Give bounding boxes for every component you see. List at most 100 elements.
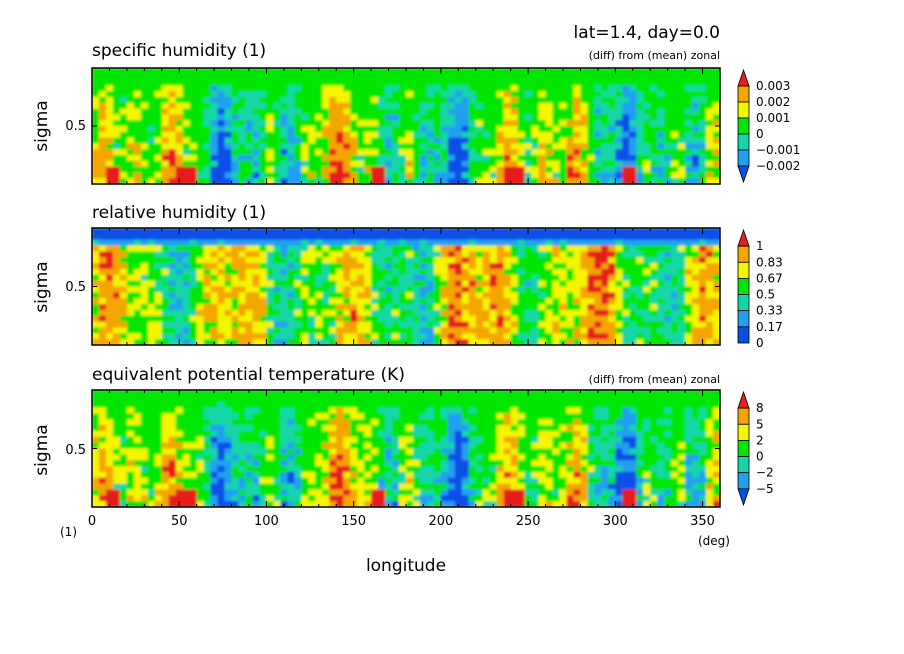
heatmap-cell: [357, 407, 365, 414]
heatmap-cell: [378, 263, 386, 270]
heatmap-cell: [210, 436, 219, 444]
heatmap-cell: [426, 407, 435, 414]
heatmap-cell: [685, 172, 693, 179]
heatmap-cell: [154, 430, 163, 438]
heatmap-cell: [601, 102, 609, 110]
heatmap-cell: [273, 114, 281, 121]
heatmap-cell: [357, 339, 365, 345]
heatmap-cell: [182, 102, 191, 110]
heatmap-cell: [126, 228, 135, 235]
heatmap-cell: [189, 68, 198, 75]
heatmap-cell: [378, 131, 386, 139]
heatmap-cell: [489, 126, 498, 133]
heatmap-cell: [440, 251, 449, 258]
heatmap-cell: [573, 286, 582, 293]
heatmap-cell: [385, 73, 393, 81]
heatmap-cell: [371, 477, 379, 485]
heatmap-cell: [475, 483, 484, 491]
heatmap-cell: [692, 149, 700, 156]
heatmap-cell: [119, 413, 128, 420]
heatmap-cell: [664, 233, 672, 241]
heatmap-cell: [559, 68, 568, 75]
heatmap-cell: [399, 425, 407, 432]
heatmap-cell: [517, 97, 526, 104]
y-tick-label: 0.5: [65, 280, 86, 295]
heatmap-cell: [336, 407, 344, 414]
heatmap-cell: [378, 436, 386, 444]
heatmap-cell: [133, 390, 142, 397]
heatmap-cell: [273, 245, 281, 252]
heatmap-cell: [378, 268, 386, 276]
heatmap-cell: [273, 309, 281, 317]
heatmap-cell: [385, 155, 393, 162]
heatmap-cell: [98, 309, 107, 317]
heatmap-cell: [140, 442, 149, 450]
heatmap-cell: [259, 339, 268, 345]
heatmap-cell: [280, 419, 288, 426]
heatmap-cell: [329, 471, 337, 479]
heatmap-cell: [706, 239, 714, 247]
heatmap-cell: [671, 68, 679, 75]
heatmap-cell: [98, 304, 107, 311]
heatmap-cell: [615, 245, 623, 252]
heatmap-cell: [175, 160, 184, 168]
heatmap-cell: [196, 501, 205, 507]
heatmap-cell: [112, 321, 121, 329]
heatmap-cell: [336, 442, 344, 450]
heatmap-cell: [447, 263, 456, 270]
heatmap-cell: [350, 251, 358, 258]
heatmap-cell: [294, 149, 302, 156]
heatmap-cell: [259, 401, 268, 409]
heatmap-cell: [489, 228, 498, 235]
heatmap-cell: [133, 448, 142, 455]
heatmap-cell: [454, 274, 463, 282]
heatmap-cell: [210, 120, 219, 127]
heatmap-cell: [440, 292, 449, 299]
heatmap-cell: [147, 126, 156, 133]
heatmap-cell: [315, 120, 323, 127]
heatmap-cell: [657, 155, 665, 162]
heatmap-cell: [245, 286, 254, 293]
heatmap-cell: [252, 155, 261, 162]
heatmap-cell: [406, 448, 414, 455]
heatmap-cell: [308, 274, 316, 282]
heatmap-cell: [294, 274, 302, 282]
heatmap-cell: [126, 274, 135, 282]
heatmap-cell: [385, 460, 393, 467]
heatmap-cell: [601, 292, 609, 299]
heatmap-cell: [440, 315, 449, 323]
heatmap-cell: [224, 495, 233, 502]
colorbar-segment: [737, 101, 750, 119]
heatmap-cell: [671, 251, 679, 258]
heatmap-cell: [364, 436, 372, 444]
heatmap-cell: [105, 120, 114, 127]
heatmap-cell: [238, 73, 247, 81]
heatmap-cell: [252, 413, 261, 420]
heatmap-cell: [615, 120, 623, 127]
heatmap-cell: [475, 489, 484, 496]
heatmap-cell: [671, 143, 679, 150]
heatmap-cell: [231, 483, 240, 491]
heatmap-cell: [496, 131, 505, 139]
heatmap-cell: [468, 339, 477, 345]
heatmap-cell: [468, 309, 477, 317]
heatmap-cell: [454, 483, 463, 491]
heatmap-cell: [433, 73, 442, 81]
heatmap-cell: [580, 149, 589, 156]
heatmap-cell: [552, 131, 561, 139]
heatmap-cell: [329, 280, 337, 288]
heatmap-cell: [461, 149, 470, 156]
heatmap-cell: [329, 245, 337, 252]
heatmap-cell: [294, 407, 302, 414]
heatmap-cell: [245, 91, 254, 98]
heatmap-cell: [447, 321, 456, 329]
colorbar-label: 0.33: [756, 304, 783, 318]
heatmap-cell: [475, 228, 484, 235]
heatmap-cell: [350, 233, 358, 241]
heatmap-cell: [510, 114, 519, 121]
heatmap-cell: [433, 425, 442, 432]
heatmap-cell: [266, 401, 275, 409]
colorbar-segment: [737, 68, 750, 87]
heatmap-cell: [531, 309, 540, 317]
heatmap-cell: [161, 178, 170, 184]
